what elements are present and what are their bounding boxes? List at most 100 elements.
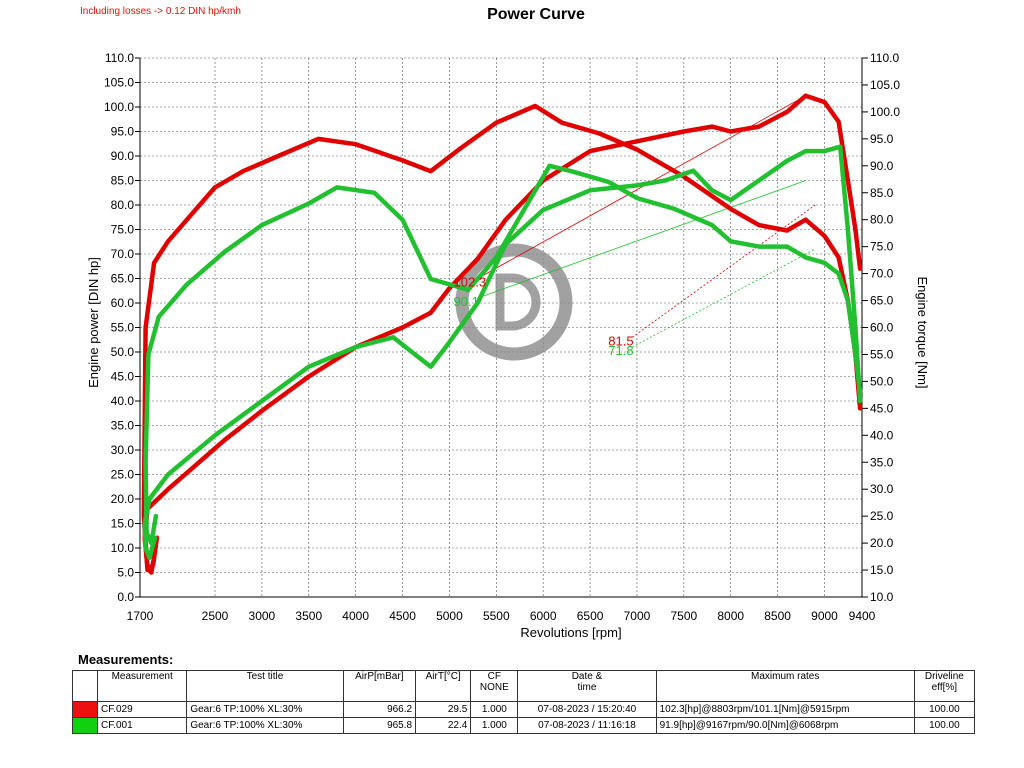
y-right-tick-label: 110.0: [870, 51, 899, 65]
y-left-tick-label: 100.0: [104, 100, 134, 114]
y-right-tick-label: 30.0: [870, 482, 894, 496]
y-right-tick-label: 45.0: [870, 401, 894, 415]
y-left-tick-label: 50.0: [111, 345, 135, 359]
column-header: Measurement: [96, 670, 188, 702]
y-left-tick-label: 70.0: [111, 247, 135, 261]
annotation-label: 102.3: [454, 275, 487, 290]
x-tick-label: 8000: [717, 609, 744, 623]
y-left-tick-label: 0.0: [117, 590, 134, 604]
annotation-label: 71.8: [608, 343, 633, 358]
y-left-tick-label: 35.0: [111, 419, 135, 433]
x-tick-label: 8500: [764, 609, 791, 623]
x-tick-label: 1700: [127, 609, 154, 623]
y-right-tick-label: 55.0: [870, 347, 894, 361]
correction-factor: 1.000: [470, 717, 519, 734]
x-tick-label: 9000: [811, 609, 838, 623]
y-right-tick-label: 100.0: [870, 105, 900, 119]
y-left-tick-label: 110.0: [105, 51, 134, 65]
x-tick-label: 4500: [389, 609, 416, 623]
annotation-leader-line: [477, 95, 806, 279]
y-left-tick-label: 85.0: [111, 174, 135, 188]
y-left-tick-label: 75.0: [111, 223, 135, 237]
y-right-tick-label: 35.0: [870, 455, 894, 469]
column-header: AirP[mBar]: [342, 670, 417, 702]
watermark-logo: [455, 243, 573, 361]
measurement-name: CF.001: [96, 717, 188, 734]
y-left-tick-label: 25.0: [111, 468, 135, 482]
power-curve-chart: 1700 2500 3000 3500 4000 4500 5000 5500 6000 6500…: [86, 51, 930, 640]
y-left-tick-label: 45.0: [111, 370, 135, 384]
test-title: Gear:6 TP:100% XL:30%: [186, 717, 344, 734]
measurements-header-row: Measurement Test title AirP[mBar] AirT[°C] C…: [72, 670, 976, 702]
y-right-tick-label: 40.0: [870, 428, 894, 442]
y-right-tick-label: 80.0: [870, 213, 894, 227]
y-left-tick-label: 15.0: [111, 517, 135, 531]
y-right-tick-label: 75.0: [870, 240, 894, 254]
y-right-tick-label: 15.0: [870, 563, 894, 577]
column-header: [72, 670, 98, 702]
air-temperature: 29.5: [415, 701, 472, 718]
y-left-tick-label: 80.0: [111, 198, 135, 212]
correction-factor: 1.000: [470, 701, 519, 718]
x-tick-label: 5500: [483, 609, 510, 623]
y-right-tick-label: 90.0: [870, 159, 894, 173]
y-left-tick-label: 55.0: [111, 321, 135, 335]
y-left-tick-label: 65.0: [111, 272, 135, 286]
x-tick-label: 6500: [577, 609, 604, 623]
x-tick-label: 3000: [249, 609, 276, 623]
color-swatch: [72, 701, 98, 718]
y-left-tick-label: 90.0: [111, 149, 135, 163]
x-tick-label: 7500: [670, 609, 697, 623]
air-pressure: 966.2: [342, 701, 417, 718]
date-time: 07-08-2023 / 15:20:40: [517, 701, 657, 718]
y-right-tick-label: 50.0: [870, 374, 894, 388]
y-right-tick-label: 105.0: [870, 78, 900, 92]
measurement-name: CF.029: [96, 701, 188, 718]
chart-title: Power Curve: [487, 6, 585, 23]
losses-note: Including losses -> 0.12 DIN hp/kmh: [80, 6, 241, 17]
series-line-cf-029-power: [142, 93, 863, 575]
y-right-tick-label: 95.0: [870, 132, 894, 146]
maximum-rates: 91.9[hp]@9167rpm/90.0[Nm]@6068rpm: [655, 717, 915, 734]
column-header: Date & time: [517, 670, 657, 702]
measurements-table: Measurement Test title AirP[mBar] AirT[°C] C…: [72, 670, 976, 734]
series-line-cf-001-torque: [143, 163, 863, 546]
driveline-efficiency: 100.00: [913, 717, 976, 734]
table-row: CF.029 Gear:6 TP:100% XL:30% 966.2 29.5 1.00…: [72, 701, 976, 718]
y-left-tick-label: 95.0: [111, 125, 135, 139]
y-left-tick-label: 60.0: [111, 296, 135, 310]
maximum-rates: 102.3[hp]@8803rpm/101.1[Nm]@5915rpm: [655, 701, 915, 718]
x-tick-label: 4000: [342, 609, 369, 623]
x-tick-label: 7000: [624, 609, 651, 623]
y-left-tick-label: 10.0: [111, 541, 135, 555]
column-header: CF NONE: [470, 670, 519, 702]
table-row: CF.001 Gear:6 TP:100% XL:30% 965.8 22.4 1.00…: [72, 717, 976, 734]
y-right-tick-label: 25.0: [870, 509, 894, 523]
column-header: Maximum rates: [655, 670, 915, 702]
annotation-leader-line: [632, 204, 816, 338]
column-header: Driveline eff[%]: [913, 670, 976, 702]
driveline-efficiency: 100.00: [913, 701, 976, 718]
y-right-axis-label: Engine torque [Nm]: [915, 276, 930, 388]
test-title: Gear:6 TP:100% XL:30%: [186, 701, 344, 718]
y-right-tick-label: 60.0: [870, 321, 894, 335]
x-tick-label: 5000: [436, 609, 463, 623]
air-pressure: 965.8: [342, 717, 417, 734]
annotation-leader-line: [477, 180, 806, 299]
y-left-tick-label: 30.0: [111, 443, 135, 457]
y-left-tick-label: 5.0: [117, 566, 134, 580]
annotation-label: 90.1: [454, 294, 479, 309]
x-tick-label: 2500: [202, 609, 229, 623]
column-header: AirT[°C]: [415, 670, 472, 702]
y-left-tick-label: 105.0: [104, 76, 134, 90]
y-right-tick-label: 20.0: [870, 536, 894, 550]
series-line-cf-029-torque: [141, 103, 863, 573]
color-swatch: [72, 717, 98, 734]
y-right-tick-label: 70.0: [870, 267, 894, 281]
measurements-title: Measurements:: [78, 652, 174, 667]
date-time: 07-08-2023 / 11:16:18: [517, 717, 657, 734]
y-left-axis-label: Engine power [DIN hp]: [86, 257, 101, 388]
y-right-tick-label: 65.0: [870, 294, 894, 308]
y-right-tick-label: 10.0: [870, 590, 894, 604]
air-temperature: 22.4: [415, 717, 472, 734]
